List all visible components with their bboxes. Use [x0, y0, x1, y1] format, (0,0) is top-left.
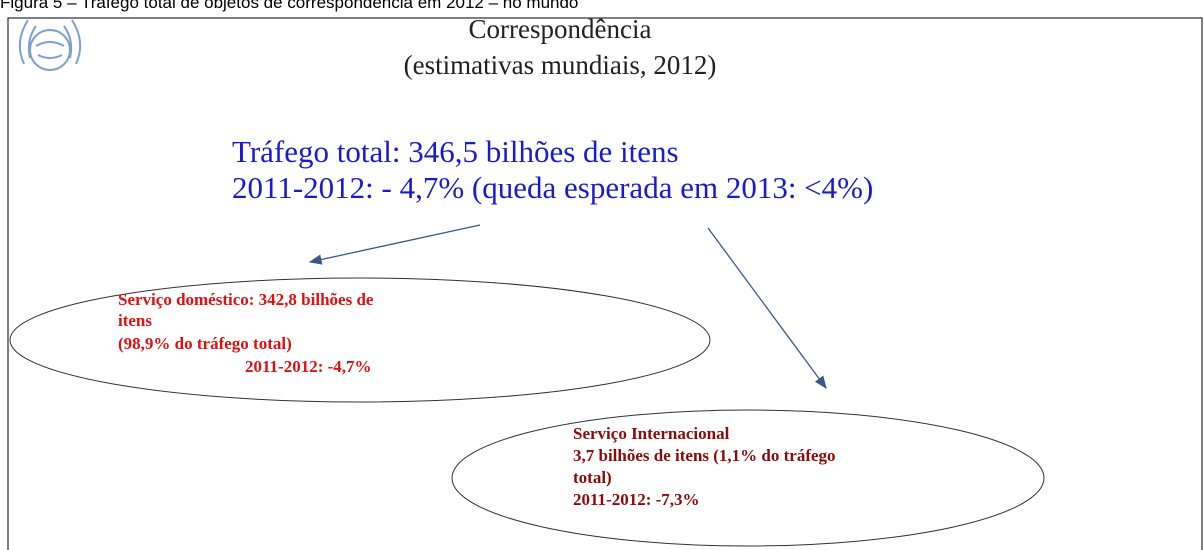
- title: Correspondência: [469, 14, 652, 44]
- ellipse: [9, 277, 711, 403]
- logo: [18, 19, 82, 71]
- node-text: total): [573, 468, 612, 487]
- node-text: 2011-2012: -4,7%: [245, 357, 372, 376]
- caption: Figura 5 – Tráfego total de objetos de c…: [0, 0, 578, 12]
- ellipse: [451, 409, 1045, 547]
- subtitle: (estimativas mundiais, 2012): [404, 50, 717, 80]
- node-text: itens: [118, 311, 152, 330]
- headline: Tráfego total: 346,5 bilhões de itens: [232, 134, 679, 169]
- frame: [7, 17, 1203, 550]
- arrow: [308, 224, 481, 265]
- node-text: Serviço doméstico: 342,8 bilhões de: [118, 290, 374, 309]
- arrow: [707, 227, 827, 390]
- node-text: 2011-2012: -7,3%: [573, 490, 700, 509]
- node-text: 3,7 bilhões de itens (1,1% do tráfego: [573, 446, 836, 465]
- node-text: (98,9% do tráfego total): [118, 334, 292, 353]
- node-text: Serviço Internacional: [573, 424, 730, 443]
- headline: 2011-2012: - 4,7% (queda esperada em 201…: [232, 170, 873, 205]
